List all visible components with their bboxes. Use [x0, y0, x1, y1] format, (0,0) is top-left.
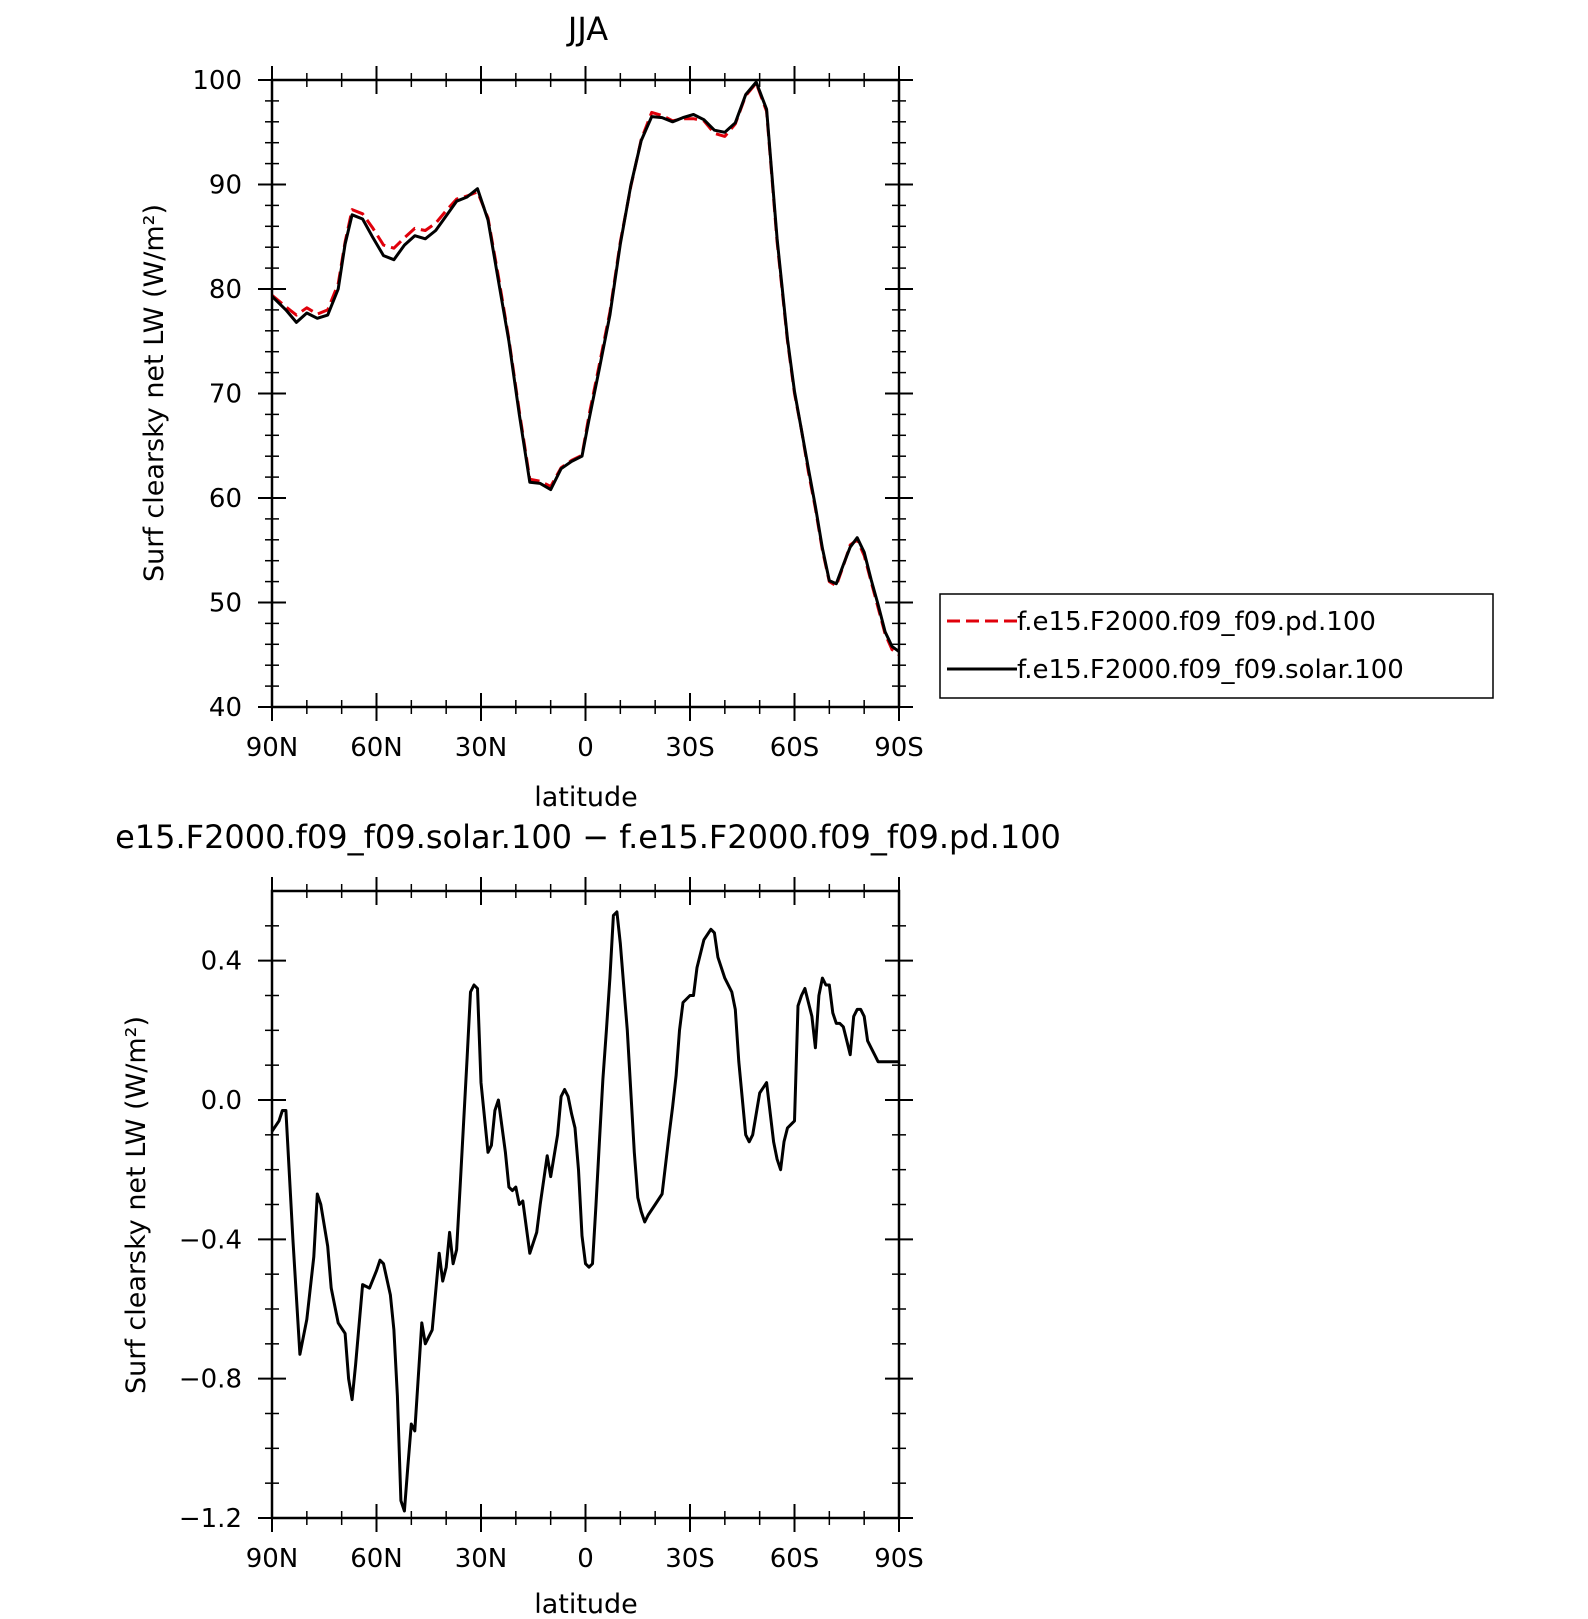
- top-y-tick-label: 40: [209, 693, 242, 723]
- legend-box: [939, 593, 1494, 699]
- top-panel: JJA 90N 60N 30N 0 30S 60S 90S 40 50 60 70 80 90 100 l…: [139, 10, 1494, 813]
- top-x-tick-label: 90N: [246, 733, 299, 763]
- top-x-tick-label: 60N: [350, 733, 403, 763]
- bottom-plot-area: [270, 910, 899, 1513]
- bottom-x-tick-label: 90N: [246, 1544, 299, 1574]
- top-series-line-1: [270, 80, 900, 653]
- bottom-axes-ticks: 90N 60N 30N 0 30S 60S 90S −1.2 −0.8 −0.4 0.0 0.4: [179, 877, 924, 1574]
- top-chart-title: JJA: [566, 10, 608, 48]
- bottom-x-tick-label: 0: [577, 1544, 594, 1574]
- bottom-chart-title: e15.F2000.f09_f09.solar.100 − f.e15.F200…: [115, 818, 1061, 856]
- top-x-tick-label: 0: [577, 733, 594, 763]
- bottom-series-line-0: [270, 910, 899, 1513]
- top-y-tick-label: 70: [209, 380, 242, 410]
- top-y-tick-label: 100: [192, 66, 242, 96]
- bottom-x-tick-label: 90S: [874, 1544, 924, 1574]
- bottom-x-tick-label: 30S: [665, 1544, 715, 1574]
- legend-label-solar: f.e15.F2000.f09_f09.solar.100: [1017, 655, 1404, 685]
- bottom-y-tick-label: 0.0: [201, 1086, 242, 1116]
- bottom-y-tick-label: −0.8: [179, 1365, 242, 1395]
- top-axes-ticks: 90N 60N 30N 0 30S 60S 90S 40 50 60 70 80 90 100: [192, 66, 924, 763]
- top-y-axis-label: Surf clearsky net LW (W/m²): [139, 204, 170, 582]
- top-x-tick-label: 30S: [665, 733, 715, 763]
- bottom-x-tick-label: 60N: [350, 1544, 403, 1574]
- bottom-x-axis-label: latitude: [534, 1589, 638, 1619]
- top-y-tick-label: 90: [209, 171, 242, 201]
- bottom-panel: e15.F2000.f09_f09.solar.100 − f.e15.F200…: [115, 818, 1061, 1619]
- top-y-tick-label: 80: [209, 275, 242, 305]
- bottom-y-tick-label: −0.4: [179, 1225, 242, 1255]
- top-y-tick-label: 60: [209, 484, 242, 514]
- bottom-x-tick-label: 30N: [455, 1544, 508, 1574]
- top-x-tick-label: 30N: [455, 733, 508, 763]
- legend: f.e15.F2000.f09_f09.pd.100 f.e15.F2000.f…: [939, 593, 1494, 699]
- top-x-axis-label: latitude: [534, 782, 638, 813]
- bottom-y-tick-label: −1.2: [179, 1504, 242, 1534]
- bottom-y-axis-label: Surf clearsky net LW (W/m²): [121, 1016, 152, 1394]
- legend-label-pd: f.e15.F2000.f09_f09.pd.100: [1017, 607, 1376, 637]
- top-plot-frame: [270, 78, 901, 709]
- bottom-plot-frame: [270, 889, 901, 1520]
- top-x-tick-label: 90S: [874, 733, 924, 763]
- top-plot-area: [270, 80, 900, 656]
- bottom-y-tick-label: 0.4: [201, 947, 242, 977]
- bottom-x-tick-label: 60S: [770, 1544, 820, 1574]
- top-series-line-0: [271, 81, 900, 656]
- top-y-tick-label: 50: [209, 589, 242, 619]
- top-x-tick-label: 60S: [770, 733, 820, 763]
